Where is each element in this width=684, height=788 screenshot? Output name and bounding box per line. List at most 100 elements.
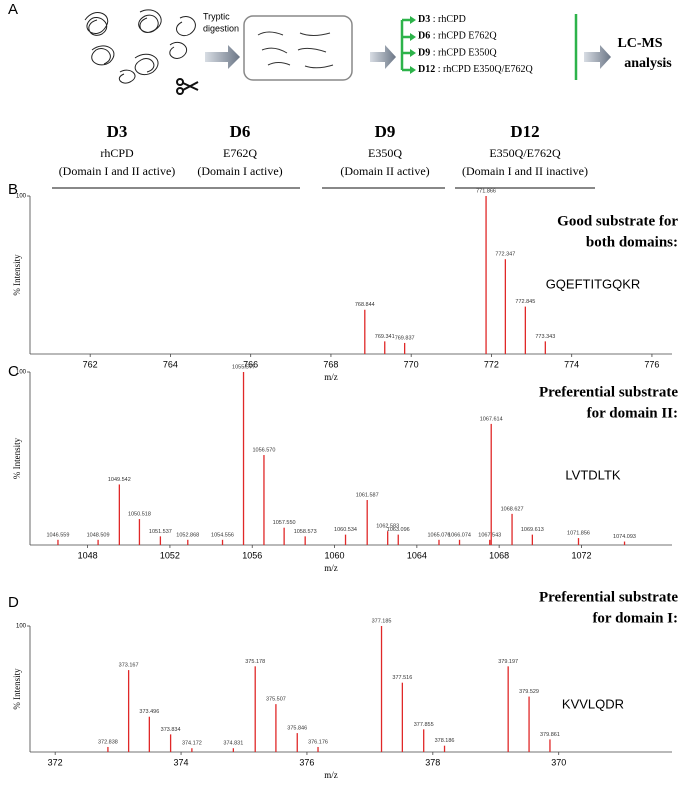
peak-label: 373.496: [139, 709, 159, 715]
x-axis-title: m/z: [324, 563, 338, 573]
peptide-box: [243, 15, 353, 81]
peak-label: 1060.534: [334, 527, 357, 533]
x-tick-label: 374: [174, 757, 189, 767]
sample-desc: : rhCPD E350Q: [430, 48, 497, 59]
sample-desc: : rhCPD: [430, 14, 466, 25]
x-tick-label: 762: [83, 359, 98, 369]
peak-label: 1067.543: [478, 532, 501, 538]
peak-label: 1056.570: [252, 447, 275, 453]
peak-label: 373.167: [119, 663, 139, 669]
peak-label: 772.845: [515, 299, 535, 305]
peak-label: 1062.583: [376, 524, 399, 530]
column-name: E350Q: [368, 146, 402, 160]
peak-label: 1067.614: [480, 416, 503, 422]
column-name: E762Q: [223, 146, 257, 160]
sample-desc: : rhCPD E350Q/E762Q: [435, 64, 533, 75]
x-tick-label: 378: [425, 757, 440, 767]
x-tick-label: 1052: [160, 550, 180, 560]
peak-label: 772.347: [495, 252, 515, 258]
peak-label: 773.343: [535, 334, 555, 340]
peak-label: 377.855: [414, 722, 434, 728]
x-tick-label: 776: [644, 359, 659, 369]
peak-label: 1055.577: [232, 364, 255, 370]
x-axis-title: m/z: [324, 770, 338, 780]
x-tick-label: 772: [484, 359, 499, 369]
peak-label: 1069.613: [521, 527, 544, 533]
peak-label: 1054.556: [211, 532, 234, 538]
x-tick-label: 1048: [78, 550, 98, 560]
panel-label: A: [8, 1, 18, 18]
column-note: (Domain I and II inactive): [462, 164, 588, 178]
x-tick-label: 774: [564, 359, 579, 369]
protein-coils: [84, 9, 196, 84]
panel-label: D: [8, 594, 19, 611]
peptide: LVTDLTK: [565, 467, 620, 482]
y-tick-label: 100: [16, 624, 27, 630]
sample-label: D12 : rhCPD E350Q/E762Q: [418, 64, 534, 75]
column-id: D12: [510, 122, 539, 141]
peak-label: 379.197: [498, 659, 518, 665]
sample-id: D12: [418, 64, 435, 75]
peak-label: 375.507: [266, 697, 286, 703]
x-tick-label: 770: [404, 359, 419, 369]
column-id: D3: [107, 122, 128, 141]
peak-label: 1057.550: [273, 520, 296, 526]
arrow: [205, 45, 240, 69]
peak-label: 1048.509: [87, 532, 110, 538]
peak-label: 378.186: [435, 738, 455, 744]
peak-label: 377.516: [392, 675, 412, 681]
annotation: for domain I:: [592, 610, 678, 626]
peak-label: 1058.573: [294, 529, 317, 535]
panel-label: B: [8, 181, 18, 198]
peak-label: 1074.093: [613, 534, 636, 540]
peak-label: 771.866: [476, 188, 496, 194]
column-note: (Domain I active): [197, 164, 282, 178]
peak-label: 1065.076: [428, 532, 451, 538]
peak-label: 1050.518: [128, 512, 151, 518]
column-id: D6: [230, 122, 251, 141]
peptides: [257, 31, 334, 69]
sample-id: D9: [418, 48, 430, 59]
peak-label: 374.831: [223, 741, 243, 747]
arrow: [370, 45, 396, 69]
annotation: Preferential substrate: [539, 589, 678, 605]
sample-id: D6: [418, 31, 430, 42]
annotation: both domains:: [586, 234, 678, 250]
peak-label: 372.838: [98, 739, 118, 745]
column-id: D9: [375, 122, 396, 141]
peak-label: 768.844: [355, 302, 375, 308]
sample-label: D3 : rhCPD: [418, 14, 466, 25]
y-tick-label: 100: [16, 194, 27, 200]
scissors-icon: [176, 78, 199, 95]
peak-label: 1051.537: [149, 529, 172, 535]
column-name: rhCPD: [100, 146, 134, 160]
peak-label: 1046.559: [46, 532, 69, 538]
peak-label: 376.176: [308, 739, 328, 745]
peak-label: 1049.542: [108, 477, 131, 483]
peak-label: 1061.587: [356, 492, 379, 498]
peak-label: 1063.096: [387, 527, 410, 533]
peak-label: 373.834: [161, 727, 181, 733]
x-axis-title: m/z: [324, 372, 338, 382]
sample-label: D9 : rhCPD E350Q: [418, 48, 497, 59]
step-label: digestion: [203, 23, 239, 33]
peak-label: 375.846: [287, 726, 307, 732]
annotation: Preferential substrate: [539, 384, 678, 400]
x-tick-label: 766: [243, 359, 258, 369]
peak-label: 375.178: [245, 659, 265, 665]
x-tick-label: 1056: [242, 550, 262, 560]
y-tick-label: 100: [16, 370, 27, 376]
peptide: KVVLQDR: [562, 696, 624, 711]
annotation: for domain II:: [587, 405, 678, 421]
peak-label: 1071.856: [567, 531, 590, 537]
x-tick-label: 370: [551, 757, 566, 767]
panel-label: C: [8, 363, 19, 380]
x-tick-label: 768: [323, 359, 338, 369]
peak-label: 1068.627: [501, 506, 524, 512]
peptide: GQEFTITGQKR: [546, 276, 641, 291]
column-name: E350Q/E762Q: [489, 146, 561, 160]
peak-label: 1052.868: [176, 532, 199, 538]
analysis-label: analysis: [624, 56, 672, 71]
peak-label: 769.341: [375, 334, 395, 340]
column-note: (Domain I and II active): [59, 164, 176, 178]
